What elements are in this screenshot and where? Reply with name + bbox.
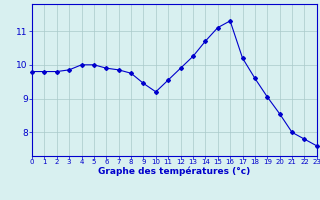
X-axis label: Graphe des températures (°c): Graphe des températures (°c) <box>98 166 251 176</box>
